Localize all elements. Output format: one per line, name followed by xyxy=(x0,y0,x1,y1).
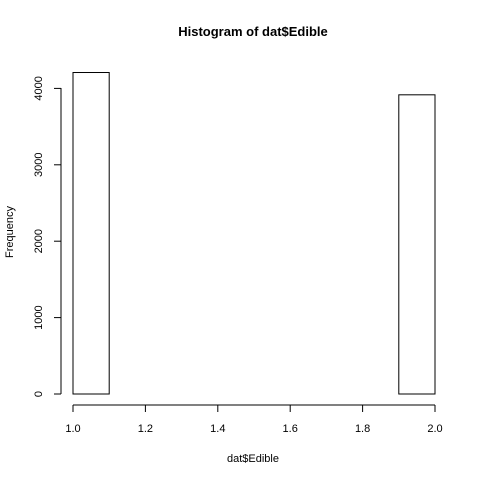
chart-title: Histogram of dat$Edible xyxy=(178,24,328,39)
histogram-bars xyxy=(72,72,436,395)
y-axis-label: Frequency xyxy=(4,206,16,258)
y-tick-label-0: 0 xyxy=(33,391,45,397)
histogram-bar-9 xyxy=(398,94,436,395)
x-axis: 1.0 1.2 1.4 1.6 1.8 2.0 xyxy=(65,404,443,435)
y-tick-label-3: 3000 xyxy=(33,153,45,177)
y-tick-label-4: 4000 xyxy=(33,76,45,100)
x-axis-label: dat$Edible xyxy=(227,453,279,465)
x-tick-label-4: 1.8 xyxy=(355,423,370,435)
x-tick-label-2: 1.4 xyxy=(210,423,225,435)
y-tick-label-2: 2000 xyxy=(33,229,45,253)
histogram-bar-0 xyxy=(72,72,110,395)
x-tick-label-5: 2.0 xyxy=(427,423,442,435)
y-tick-label-1: 1000 xyxy=(33,305,45,329)
y-axis: 0 1000 2000 3000 4000 xyxy=(33,76,62,397)
x-tick-label-3: 1.6 xyxy=(283,423,298,435)
x-tick-label-0: 1.0 xyxy=(65,423,80,435)
x-tick-label-1: 1.2 xyxy=(138,423,153,435)
